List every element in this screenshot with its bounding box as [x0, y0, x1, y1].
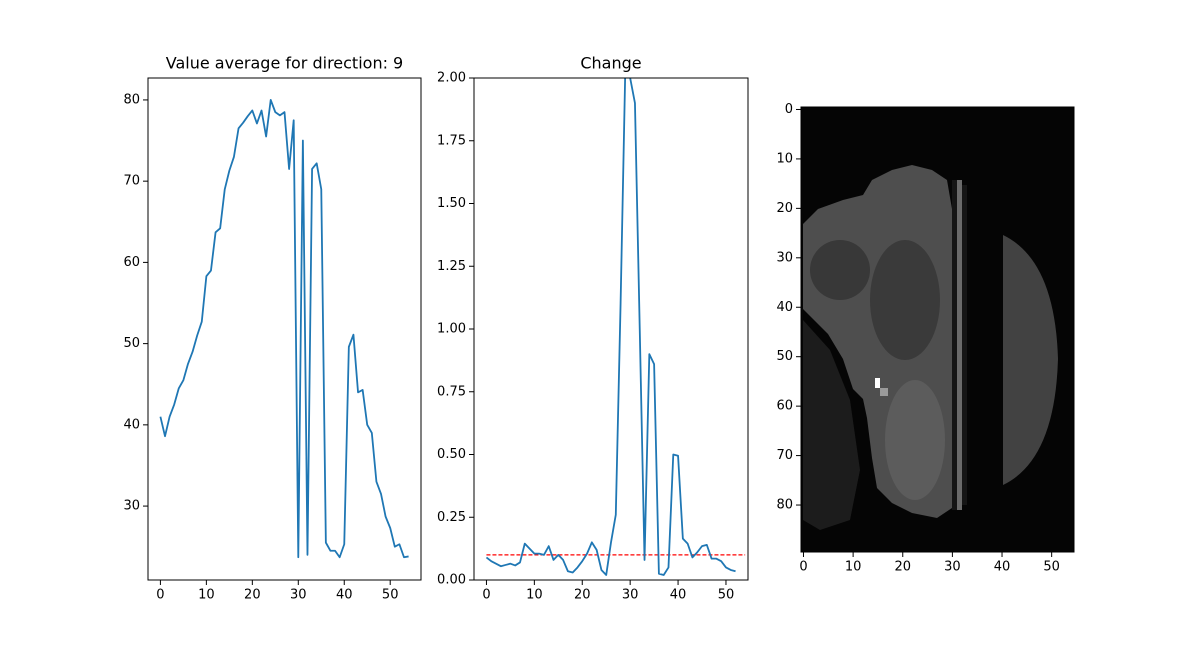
y-tick-label: 70 [776, 448, 793, 463]
y-tick-label: 80 [776, 498, 793, 513]
y-tick-label: 50 [123, 336, 140, 351]
x-tick-label: 10 [526, 588, 543, 603]
y-tick-label: 0.25 [437, 510, 466, 525]
y-tick-label: 0 [785, 102, 793, 117]
y-tick-label: 30 [123, 499, 140, 514]
x-tick-label: 10 [845, 560, 862, 575]
x-tick-label: 0 [156, 588, 164, 603]
axes-frame [800, 106, 1075, 553]
x-tick-label: 0 [482, 588, 490, 603]
x-tick-label: 0 [799, 560, 807, 575]
y-tick-label: 0.00 [437, 573, 466, 588]
x-tick-label: 20 [574, 588, 591, 603]
y-tick-label: 30 [776, 250, 793, 265]
axes-frame [147, 77, 422, 581]
x-tick-label: 50 [382, 588, 399, 603]
y-tick-label: 70 [123, 174, 140, 189]
x-tick-label: 50 [1043, 560, 1060, 575]
x-tick-label: 30 [622, 588, 639, 603]
x-tick-label: 20 [894, 560, 911, 575]
image-content [801, 107, 1074, 552]
x-tick-label: 40 [670, 588, 687, 603]
y-tick-label: 50 [776, 349, 793, 364]
data-line [485, 78, 736, 576]
x-tick-label: 40 [336, 588, 353, 603]
y-tick-label: 1.25 [437, 259, 466, 274]
axes-frame [473, 77, 749, 581]
y-tick-label: 80 [123, 92, 140, 107]
data-line [159, 99, 409, 559]
x-tick-label: 10 [198, 588, 215, 603]
chart-title: Value average for direction: 9 [166, 54, 403, 73]
y-tick-label: 40 [776, 300, 793, 315]
y-tick-label: 60 [123, 255, 140, 270]
x-tick-label: 30 [290, 588, 307, 603]
x-tick-label: 20 [244, 588, 261, 603]
x-tick-label: 40 [994, 560, 1011, 575]
y-tick-label: 2.00 [437, 71, 466, 86]
x-tick-label: 30 [944, 560, 961, 575]
y-tick-label: 40 [123, 417, 140, 432]
y-tick-label: 10 [776, 151, 793, 166]
y-tick-label: 0.50 [437, 447, 466, 462]
y-tick-label: 60 [776, 399, 793, 414]
chart-title: Change [580, 54, 641, 73]
y-tick-label: 1.50 [437, 196, 466, 211]
y-tick-label: 1.00 [437, 322, 466, 337]
y-tick-label: 0.75 [437, 384, 466, 399]
y-tick-label: 1.75 [437, 133, 466, 148]
x-tick-label: 50 [718, 588, 735, 603]
y-tick-label: 20 [776, 201, 793, 216]
